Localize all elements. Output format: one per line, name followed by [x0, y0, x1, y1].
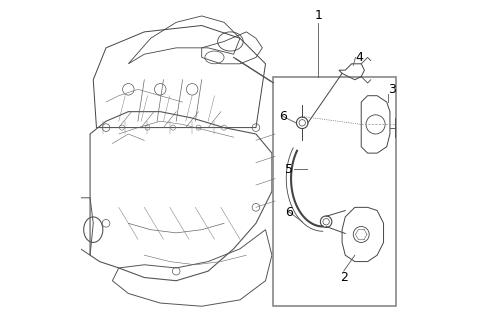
Text: 6: 6 — [279, 110, 287, 123]
Bar — [274, 77, 396, 306]
Text: 4: 4 — [356, 51, 363, 64]
Text: 2: 2 — [340, 271, 348, 284]
Text: 3: 3 — [387, 83, 396, 96]
Text: 1: 1 — [314, 10, 322, 22]
Text: 5: 5 — [286, 163, 293, 175]
Text: 6: 6 — [286, 206, 293, 219]
